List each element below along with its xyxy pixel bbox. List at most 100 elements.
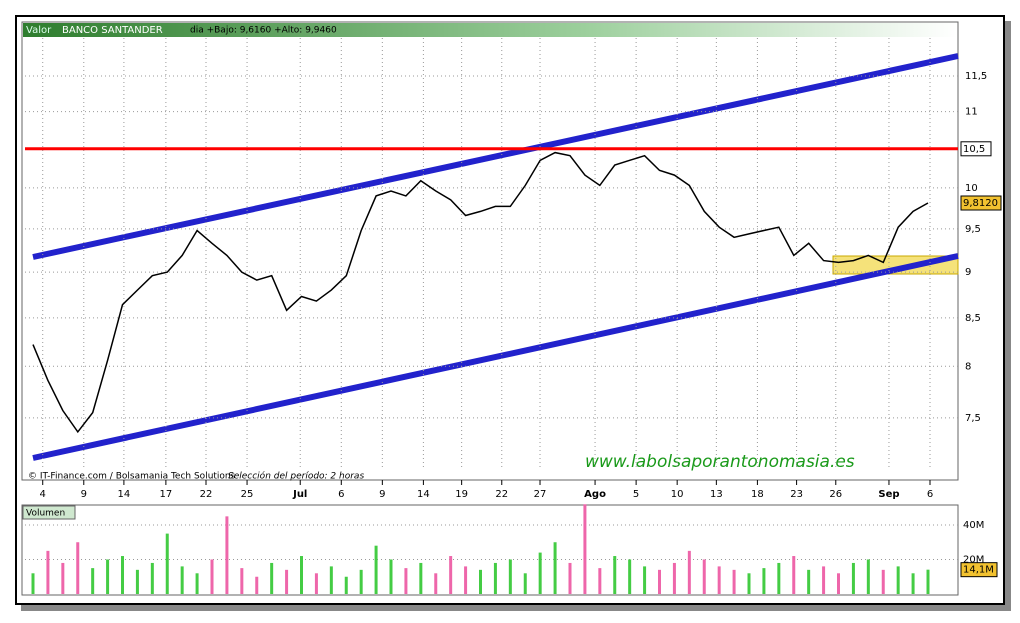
volume-bar [553,542,557,594]
volume-bar [717,566,721,594]
volume-bar [270,562,274,594]
x-tick-label: 23 [790,489,803,500]
instrument: BANCO SANTANDER [62,25,163,36]
volume-bar [195,573,199,594]
y-tick-label: 8 [965,361,971,372]
volume-bar [46,550,50,594]
volume-bar [672,562,676,594]
x-tick-label: Sep [878,489,899,500]
volume-bar [419,562,423,594]
volume-bar [777,562,781,594]
volume-title: Volumen [26,509,65,519]
volume-bar [165,533,169,594]
volume-bar [285,569,289,594]
lower-channel [32,253,959,461]
volume-bar [911,573,915,594]
level-box [960,141,992,157]
x-tick-label: 26 [829,489,842,500]
volume-bar [404,568,408,594]
field-label: Valor [26,25,52,36]
x-tick-label: 5 [633,489,639,500]
y-tick-label: 7,5 [965,413,981,424]
x-tick-label: 14 [118,489,131,500]
volume-bar [598,568,602,594]
volume-bar [508,559,512,594]
volume-panel [21,504,959,596]
volume-title-box [22,505,76,520]
x-tick-label: 4 [40,489,46,500]
volume-bar [329,566,333,594]
volume-bar [61,562,65,594]
price-line [32,151,929,434]
x-tick-label: 17 [160,489,173,500]
volume-bar [702,559,706,594]
y-tick-label: 11,5 [965,71,987,82]
volume-bar [434,573,438,594]
volume-bar [523,573,527,594]
range-text: dia +Bajo: 9,6160 +Alto: 9,9460 [190,26,337,36]
volume-bar [344,576,348,594]
volume-bar [31,573,35,594]
x-tick-label: 14 [417,489,430,500]
volume-bar [464,566,468,594]
volume-bar [225,516,229,594]
x-tick-label: 22 [495,489,508,500]
price-panel [21,21,959,481]
volume-bar [837,573,840,594]
watermark: www.labolsaporantonomasia.es [585,452,855,472]
x-tick-label: 9 [81,489,87,500]
volume-bar [106,559,110,594]
volume-bar [881,569,885,594]
volume-bar [493,562,497,594]
x-tick-label: 18 [751,489,764,500]
volume-bar [538,552,542,594]
period: Selección del período: 2 horas [228,471,364,482]
last-price-label: 9,8120 [963,198,998,209]
volume-bar [613,556,617,594]
source: © IT-Finance.com / Bolsamania Tech Solut… [28,472,236,482]
volume-bar [568,562,572,594]
last-volume-label: 14,1M [963,565,994,576]
y-tick-label: 9,5 [965,224,981,235]
volume-bar [896,566,900,594]
x-tick-label: 10 [671,489,684,500]
volume-bar [479,569,482,594]
volume-bar [121,556,124,594]
x-tick-label: 22 [200,489,213,500]
level-label: 10,5 [963,144,985,155]
volume-bar [762,568,766,594]
last-price-box [960,195,1002,211]
volume-bar [180,566,184,594]
x-tick-label: Jul [292,489,307,500]
volume-bar [807,569,811,594]
volume-bar [255,576,259,594]
volume-bar [732,569,736,594]
volume-bar [583,504,587,594]
volume-bar [687,550,691,594]
x-tick-label: 19 [455,489,468,500]
volume-bar [374,545,378,594]
volume-bar [76,542,80,594]
x-tick-label: 6 [338,489,344,500]
y-tick-label: 9 [965,267,971,278]
volume-bar [792,556,796,594]
volume-bar [822,566,826,594]
volume-bar [658,569,661,594]
volume-bar [851,562,855,594]
volume-bar [449,556,453,594]
volume-bar [926,569,930,594]
upper-channel [32,53,959,260]
volume-bar [150,562,154,594]
volume-bar [866,559,870,594]
volume-bar [747,573,751,594]
volume-bar [240,568,244,594]
x-tick-label: 25 [241,489,254,500]
volume-bar [300,556,303,594]
y-tick-label: 20M [963,554,984,565]
volume-bar [643,566,647,594]
volume-bar [389,559,393,594]
volume-bar [628,559,632,594]
volume-bar [314,573,318,594]
